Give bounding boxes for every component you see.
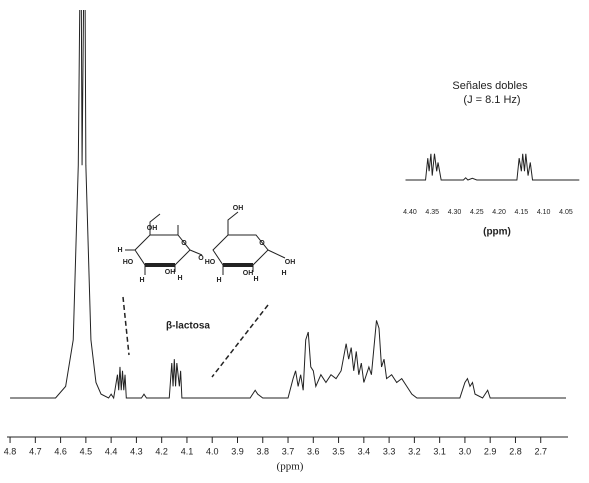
annotation-dash — [211, 304, 269, 378]
structure-label: OH — [285, 259, 296, 266]
structure-label: O — [259, 240, 265, 247]
structure-label: HO — [205, 259, 216, 266]
x-tick-label: 4.4 — [105, 446, 118, 456]
x-tick-label: 3.6 — [307, 446, 320, 456]
structure-label: OH — [147, 225, 158, 232]
structure-label: H — [216, 277, 221, 284]
x-tick-label: 3.3 — [383, 446, 396, 456]
x-tick-label: 4.8 — [4, 446, 17, 456]
structure-label: H — [139, 277, 144, 284]
x-tick-label: 3.0 — [459, 446, 472, 456]
x-tick-label: 4.30 — [448, 209, 462, 216]
x-tick-label: 4.20 — [492, 209, 506, 216]
x-tick-label: 3.1 — [433, 446, 446, 456]
x-tick-label: 3.2 — [408, 446, 421, 456]
x-tick-label: 4.5 — [80, 446, 93, 456]
x-tick-label: 2.8 — [509, 446, 522, 456]
annotation-dash — [122, 296, 130, 356]
spectrum-line — [10, 10, 566, 400]
x-tick-label: 4.25 — [470, 209, 484, 216]
structure-label: HO — [123, 259, 134, 266]
structure-label: O — [198, 255, 204, 262]
inset-x-axis-label: (ppm) — [483, 227, 511, 238]
x-tick-label: 3.7 — [282, 446, 295, 456]
x-tick-label: 4.1 — [181, 446, 194, 456]
x-tick-label: 2.9 — [484, 446, 497, 456]
x-tick-label: 4.40 — [403, 209, 417, 216]
structure-label: O — [181, 240, 187, 247]
structure-label: H — [253, 276, 258, 283]
x-tick-label: 4.10 — [537, 209, 551, 216]
x-tick-label: 3.8 — [256, 446, 269, 456]
annotation: β-lactosa — [166, 321, 210, 332]
x-tick-label: 4.7 — [29, 446, 42, 456]
structure-label: OH — [233, 205, 244, 212]
x-tick-label: 4.35 — [425, 209, 439, 216]
structure-label: H — [117, 247, 122, 254]
structure-label: H — [281, 270, 286, 277]
x-tick-label: 4.2 — [155, 446, 168, 456]
x-tick-label: 4.0 — [206, 446, 219, 456]
x-axis-label: (ppm) — [277, 461, 304, 473]
x-tick-label: 4.6 — [54, 446, 67, 456]
x-tick-label: 3.4 — [358, 446, 371, 456]
x-tick-label: 4.15 — [515, 209, 529, 216]
x-tick-label: 3.5 — [332, 446, 345, 456]
x-tick-label: 4.3 — [130, 446, 143, 456]
structure-label: OH — [243, 270, 254, 277]
x-tick-label: 3.9 — [231, 446, 244, 456]
inset-title: Señales dobles — [452, 80, 528, 92]
x-tick-label: 2.7 — [534, 446, 547, 456]
spectrum-line — [405, 153, 580, 181]
lactose-structure — [125, 211, 286, 275]
x-tick-label: 4.05 — [559, 209, 573, 216]
structure-label: OH — [165, 269, 176, 276]
inset-subtitle: (J = 8.1 Hz) — [463, 94, 520, 106]
structure-label: H — [177, 275, 182, 282]
